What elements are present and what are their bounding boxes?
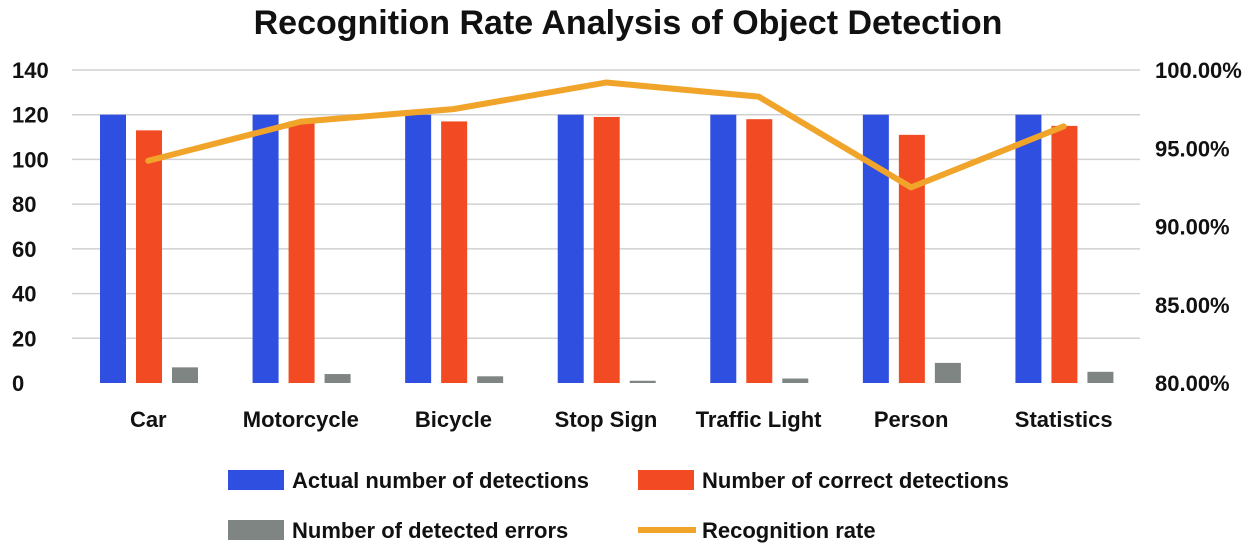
bar-number-of-correct-detections-bicycle [441,121,468,384]
legend-actual-number-of-detections-label: Actual number of detections [292,468,589,493]
y-tick-label: 0 [12,371,24,396]
legend-number-of-correct-detections-swatch [638,470,694,490]
bar-number-of-detected-errors-motorcycle [324,374,351,383]
bar-number-of-correct-detections-motorcycle [288,121,315,384]
chart-title: Recognition Rate Analysis of Object Dete… [254,4,1003,42]
y-tick-label: 20 [12,326,36,351]
legend-number-of-detected-errors-swatch [228,520,284,540]
legend: Actual number of detections Number of cor… [228,468,1009,543]
bar-actual-number-of-detections-traffic-light [710,114,737,383]
bar-number-of-correct-detections-statistics [1051,125,1078,384]
recognition-rate-line-group [145,79,1067,191]
bar-number-of-detected-errors-bicycle [477,376,504,383]
legend-number-of-correct-detections-label: Number of correct detections [702,468,1009,493]
y-tick-label: 100 [12,147,49,172]
y-tick-label: 60 [12,237,36,262]
bar-number-of-correct-detections-car [136,130,162,383]
bar-number-of-detected-errors-stop-sign [629,380,656,383]
legend-recognition-rate-label: Recognition rate [702,518,876,543]
y2-tick-label: 85.00% [1155,293,1230,318]
legend-number-of-detected-errors-label: Number of detected errors [292,518,568,543]
y-tick-label: 140 [12,58,49,83]
bar-number-of-correct-detections-traffic-light [746,119,773,383]
bar-actual-number-of-detections-motorcycle [252,114,279,383]
x-tick-label: Traffic Light [696,407,823,432]
bar-number-of-correct-detections-stop-sign [593,116,620,383]
y-tick-label: 120 [12,103,49,128]
y-tick-label: 80 [12,192,36,217]
bar-number-of-detected-errors-traffic-light [782,378,809,383]
bar-number-of-detected-errors-statistics [1087,371,1114,383]
x-tick-label: Car [130,407,167,432]
y2-tick-label: 100.00% [1155,58,1242,83]
bar-actual-number-of-detections-bicycle [405,114,432,383]
y-tick-label: 40 [12,282,36,307]
x-tick-label: Statistics [1015,407,1113,432]
bar-number-of-detected-errors-car [172,367,198,383]
legend-actual-number-of-detections-swatch [228,470,284,490]
y2-tick-label: 80.00% [1155,371,1230,396]
x-tick-label: Person [874,407,949,432]
y2-tick-label: 90.00% [1155,215,1230,240]
bar-actual-number-of-detections-statistics [1015,114,1042,383]
bar-actual-number-of-detections-stop-sign [557,114,584,383]
bar-number-of-correct-detections-person [898,134,925,383]
bar-number-of-detected-errors-person [934,362,961,383]
bars [100,114,1114,384]
x-tick-label: Motorcycle [243,407,359,432]
x-tick-label: Bicycle [415,407,492,432]
x-tick-label: Stop Sign [555,407,658,432]
axis-labels: 0 20 40 60 80 100 120 140 80.00% 85.00% 90.00% 95.0… [12,58,1242,432]
bar-actual-number-of-detections-person [862,114,889,383]
bar-actual-number-of-detections-car [100,114,126,383]
y2-tick-label: 95.00% [1155,136,1230,161]
